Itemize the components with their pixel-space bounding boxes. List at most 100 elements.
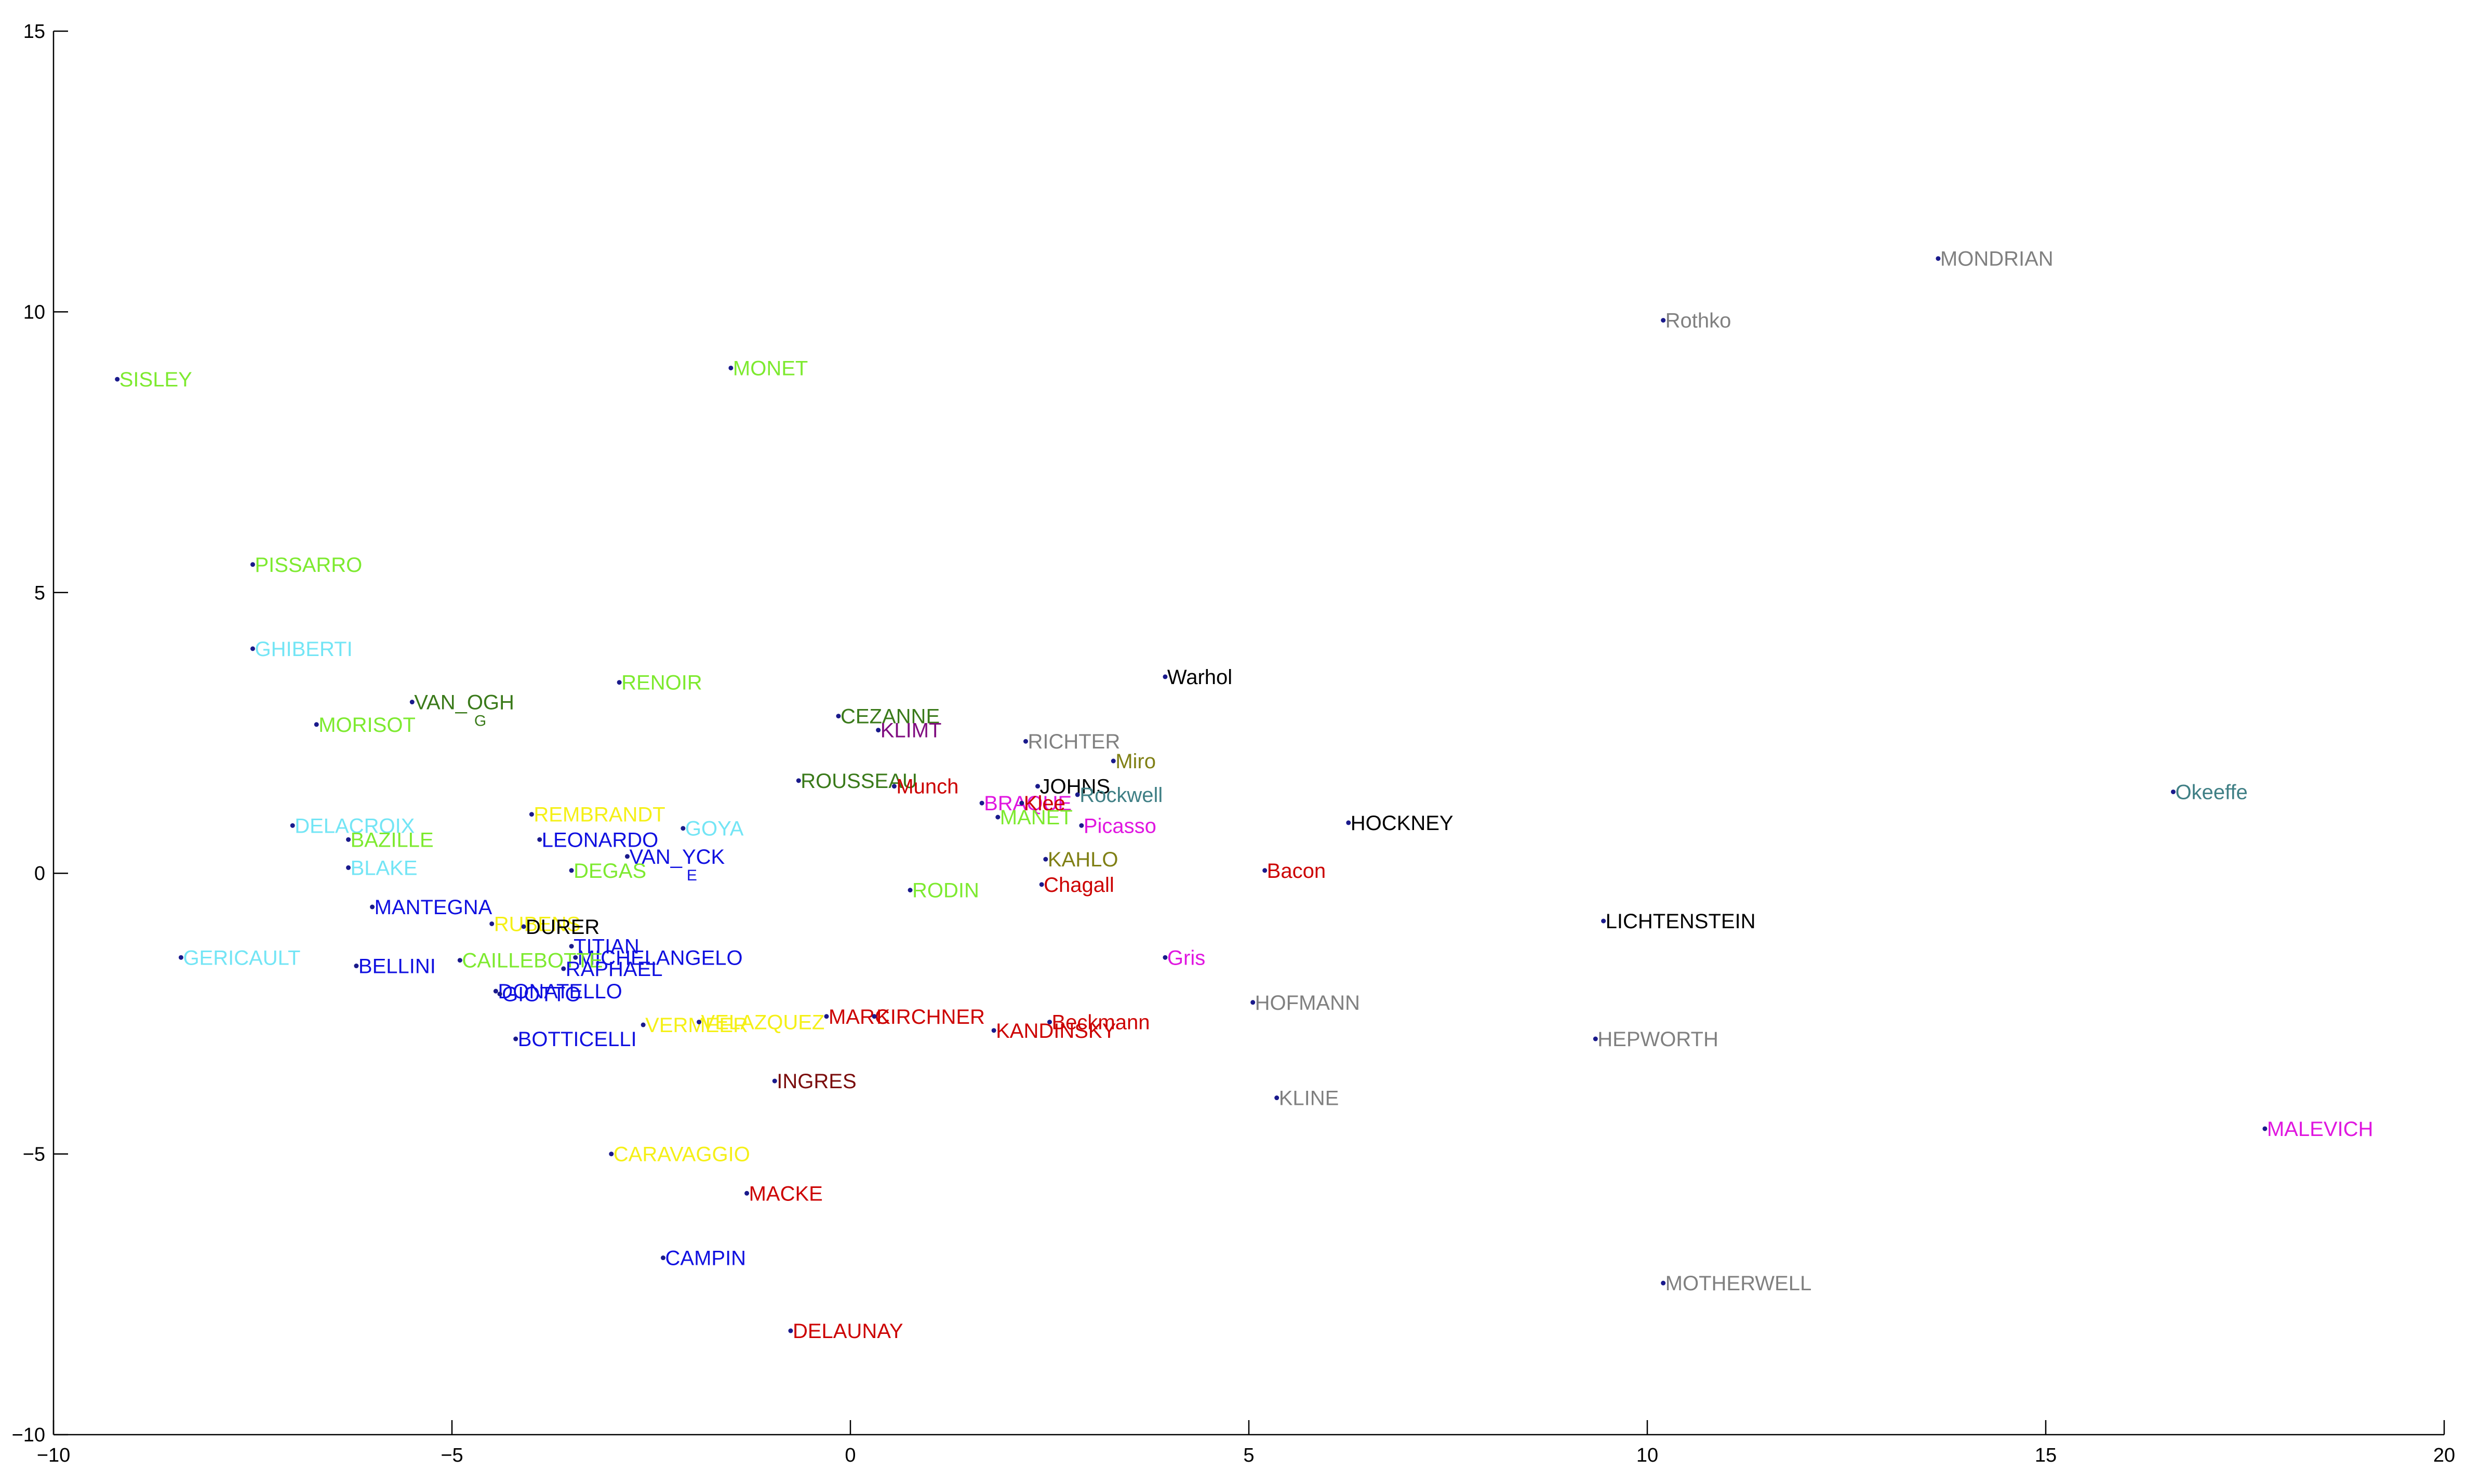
data-point: Miro bbox=[1111, 750, 1156, 773]
point-label: Warhol bbox=[1167, 666, 1232, 689]
point-label: VERMEER bbox=[645, 1014, 748, 1037]
point-label: BELLINI bbox=[358, 955, 436, 978]
point-marker bbox=[346, 865, 351, 870]
data-point: INGRES bbox=[772, 1070, 857, 1093]
point-label: Beckmann bbox=[1052, 1011, 1150, 1034]
point-label: LICHTENSTEIN bbox=[1606, 910, 1756, 933]
point-label: GHIBERTI bbox=[255, 638, 353, 661]
data-point: PISSARRO bbox=[250, 554, 362, 577]
point-label: MARC bbox=[829, 1006, 890, 1028]
data-point: RICHTER bbox=[1023, 730, 1120, 753]
data-point: KAHLO bbox=[1043, 848, 1118, 871]
point-marker bbox=[178, 955, 183, 960]
point-label-subscript: E bbox=[687, 867, 697, 884]
data-point: Chagall bbox=[1039, 874, 1114, 897]
data-point: MORISOT bbox=[314, 714, 416, 737]
point-marker bbox=[1661, 1280, 1666, 1286]
point-marker bbox=[2170, 789, 2176, 794]
point-marker bbox=[1035, 784, 1040, 789]
point-marker bbox=[1274, 1095, 1279, 1101]
point-label: Okeeffe bbox=[2175, 781, 2247, 804]
data-point: GERICAULT bbox=[178, 946, 300, 969]
data-point: ROUSSEAU bbox=[796, 770, 917, 793]
point-label: MOTHERWELL bbox=[1665, 1272, 1812, 1295]
point-label: Miro bbox=[1115, 750, 1156, 773]
point-marker bbox=[1019, 800, 1024, 806]
point-label: VAN_YCK bbox=[629, 846, 725, 868]
point-marker bbox=[1250, 1000, 1256, 1005]
point-label: MORISOT bbox=[318, 714, 416, 737]
data-point: Bacon bbox=[1262, 860, 1326, 883]
point-marker bbox=[250, 562, 255, 567]
x-tick-label: −10 bbox=[37, 1445, 70, 1466]
data-point: DELACROIX bbox=[290, 814, 415, 837]
point-marker bbox=[250, 646, 255, 651]
y-tick-label: 10 bbox=[23, 301, 45, 323]
point-label: PISSARRO bbox=[255, 554, 363, 577]
point-label: DONATELLO bbox=[498, 980, 622, 1003]
point-marker bbox=[1346, 820, 1351, 825]
y-tick-label: 0 bbox=[34, 863, 45, 885]
x-tick-label: 15 bbox=[2035, 1445, 2057, 1466]
x-tick-label: 0 bbox=[845, 1445, 856, 1466]
point-marker bbox=[772, 1078, 777, 1084]
point-marker bbox=[697, 1020, 702, 1025]
point-marker bbox=[1023, 739, 1028, 744]
point-label: RAPHAEL bbox=[566, 958, 663, 981]
point-marker bbox=[1039, 882, 1044, 887]
data-point: MACKE bbox=[744, 1182, 823, 1205]
point-marker bbox=[788, 1328, 793, 1333]
point-marker bbox=[1075, 792, 1080, 797]
data-point: KIRCHNER bbox=[872, 1006, 985, 1028]
point-marker bbox=[537, 837, 542, 842]
data-point: CARAVAGGIO bbox=[609, 1143, 750, 1166]
data-point: Rockwell bbox=[1075, 784, 1163, 807]
data-point: HOFMANN bbox=[1250, 992, 1360, 1014]
point-label: CEZANNE bbox=[841, 705, 940, 728]
point-marker bbox=[1079, 823, 1084, 828]
point-marker bbox=[876, 728, 881, 733]
point-marker bbox=[1262, 868, 1268, 873]
point-label: VAN_OGH bbox=[414, 691, 514, 714]
data-point: KLIMT bbox=[876, 719, 941, 742]
point-marker bbox=[1936, 256, 1941, 261]
y-tick-label: −10 bbox=[12, 1424, 45, 1446]
point-marker bbox=[728, 365, 734, 370]
point-marker bbox=[1661, 318, 1666, 323]
point-marker bbox=[370, 904, 375, 910]
point-marker bbox=[1043, 857, 1048, 862]
data-point: Okeeffe bbox=[2170, 781, 2248, 804]
data-point: GHIBERTI bbox=[250, 638, 353, 661]
point-label: Chagall bbox=[1044, 874, 1114, 897]
point-marker bbox=[569, 944, 574, 949]
point-label: BOTTICELLI bbox=[518, 1028, 637, 1051]
point-marker bbox=[314, 722, 319, 727]
data-point: MONDRIAN bbox=[1936, 248, 2054, 271]
data-point: SISLEY bbox=[115, 368, 192, 391]
point-marker bbox=[979, 800, 984, 806]
point-label: KLINE bbox=[1279, 1087, 1339, 1110]
point-label: DURER bbox=[526, 916, 599, 939]
data-points: SISLEY MONET PISSARRO GHIBERTI VAN_OGHGMORIS… bbox=[115, 248, 2373, 1343]
point-label: Munch bbox=[896, 776, 958, 798]
data-point: JOHNS bbox=[1035, 776, 1110, 798]
data-point: MANET bbox=[995, 806, 1073, 829]
point-label: REMBRANDT bbox=[534, 804, 665, 826]
point-marker bbox=[354, 964, 359, 969]
data-point: RENOIR bbox=[617, 672, 702, 694]
point-label: GOYA bbox=[685, 818, 744, 840]
point-label: BRAQUE bbox=[984, 792, 1072, 815]
point-marker bbox=[796, 778, 801, 783]
point-marker bbox=[872, 1014, 877, 1019]
data-point: HOCKNEY bbox=[1346, 812, 1454, 835]
point-marker bbox=[569, 868, 574, 873]
point-label: MONET bbox=[733, 357, 808, 380]
data-point: Picasso bbox=[1079, 814, 1156, 837]
data-point: Gris bbox=[1163, 946, 1205, 969]
axes bbox=[52, 30, 2445, 1436]
x-tick-label: 20 bbox=[2433, 1445, 2455, 1466]
point-label: RICHTER bbox=[1028, 730, 1120, 753]
point-marker bbox=[489, 921, 495, 926]
